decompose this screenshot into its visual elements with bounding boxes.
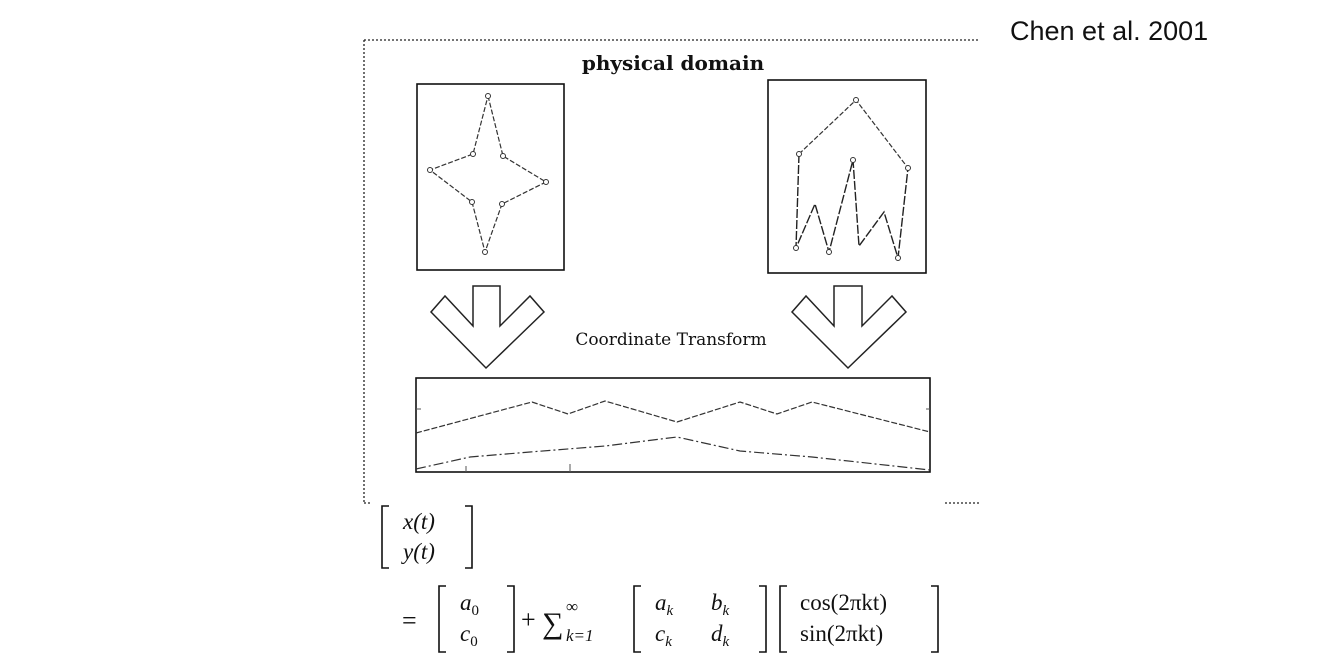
ck-coefficient: ck <box>655 621 672 650</box>
summation-upper-limit: ∞ <box>566 597 578 616</box>
left-down-arrow <box>429 285 546 370</box>
x-coordinate-curve <box>415 400 931 434</box>
bk-coefficient: bk <box>711 590 730 619</box>
fourier-equation: x(t) y(t) = a0 c0 + ∑ ∞ k=1 ak bk ck dk … <box>381 505 939 653</box>
c0-coefficient: c0 <box>460 621 478 650</box>
trig-vector <box>779 585 939 653</box>
ak-coefficient: ak <box>655 590 674 619</box>
house-shape-panel <box>767 79 927 274</box>
coefficient-matrix <box>633 585 767 653</box>
plus-sign: + <box>521 605 536 634</box>
parameter-domain-panel <box>415 377 931 473</box>
physical-domain-title: physical domain <box>582 51 765 75</box>
constant-vector <box>438 585 515 653</box>
cos-term: cos(2πkt) <box>800 590 887 615</box>
right-down-arrow <box>790 285 908 370</box>
lhs-y-of-t: y(t) <box>401 539 435 564</box>
star-shape-panel <box>416 83 565 271</box>
lhs-x-of-t: x(t) <box>402 509 435 534</box>
dk-coefficient: dk <box>711 621 730 650</box>
summation-lower-limit: k=1 <box>566 626 594 645</box>
sin-term: sin(2πkt) <box>800 621 883 646</box>
a0-coefficient: a0 <box>460 590 479 619</box>
lhs-vector <box>381 505 473 569</box>
coordinate-transform-label: Coordinate Transform <box>575 330 766 350</box>
dotted-frame <box>363 39 980 504</box>
summation-symbol: ∑ <box>542 607 563 640</box>
star-shape-points <box>427 93 549 255</box>
citation: Chen et al. 2001 <box>1010 16 1209 46</box>
house-shape-points <box>793 97 911 261</box>
equals-sign: = <box>402 606 417 635</box>
